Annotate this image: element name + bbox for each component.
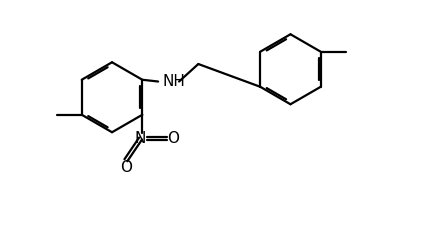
Text: O: O: [167, 131, 178, 146]
Text: O: O: [120, 161, 132, 175]
Text: NH: NH: [162, 74, 185, 89]
Text: N: N: [135, 131, 146, 146]
